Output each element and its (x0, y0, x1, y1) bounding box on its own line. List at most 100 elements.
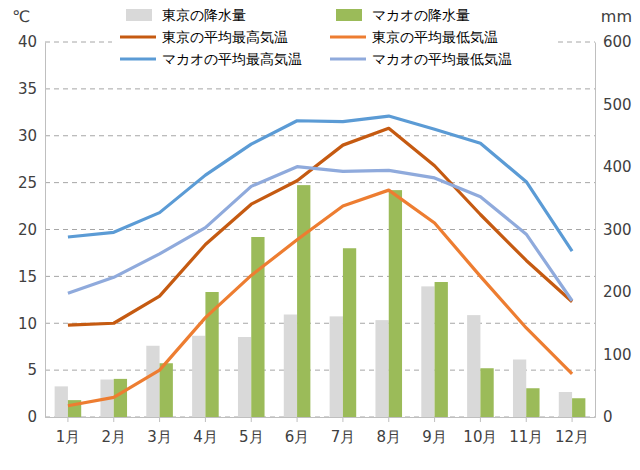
tick-mark (251, 417, 252, 422)
bar (160, 363, 173, 417)
legend-swatch (120, 57, 156, 60)
tick: 5月 (239, 417, 264, 446)
axis-line (45, 43, 46, 418)
chart: 1月2月3月4月5月6月7月8月9月10月11月12月0510152025303… (0, 0, 640, 470)
legend-label: 東京の平均最高気温 (162, 29, 288, 45)
bar (513, 360, 526, 418)
tick: 15 (18, 268, 45, 286)
tick-label: 35 (18, 80, 37, 98)
tick-label: 10 (18, 315, 37, 333)
bar (389, 190, 402, 417)
bar (559, 392, 572, 417)
y2-axis: 0100200300400500600 (595, 33, 632, 426)
grid-line (45, 323, 595, 324)
bar (55, 386, 68, 417)
legend-swatch (330, 35, 366, 38)
axis-line (595, 43, 596, 418)
legend-label: マカオの降水量 (372, 7, 470, 23)
legend: 東京の降水量 マカオの降水量東京の平均最高気温 東京の平均最低気温マカオの平均最高気… (112, 4, 558, 70)
grid-line (45, 370, 595, 371)
tick-mark (480, 417, 481, 422)
tick: 0 (27, 408, 45, 426)
tick-label: 12月 (555, 428, 589, 446)
grid-line (45, 135, 595, 136)
tick-mark (113, 417, 114, 422)
tick-label: 0 (603, 408, 613, 426)
tick: 400 (595, 158, 632, 176)
tick-mark (434, 417, 435, 422)
grid-line (45, 88, 595, 89)
tick-label: 100 (603, 346, 632, 364)
legend-label: 東京の平均最低気温 (372, 29, 498, 45)
tick-label: 500 (603, 96, 632, 114)
tick-mark (342, 417, 343, 422)
tick-label: 200 (603, 283, 632, 301)
line (68, 116, 572, 251)
tick: 3月 (147, 417, 172, 446)
tick: 500 (595, 96, 632, 114)
tick-label: 20 (18, 221, 37, 239)
bar (467, 315, 480, 417)
tick: 12月 (555, 417, 589, 446)
y2-axis-title: mm (601, 7, 632, 26)
tick: 0 (595, 408, 613, 426)
tick-label: 30 (18, 127, 37, 145)
tick: 7月 (331, 417, 356, 446)
tick-label: 1月 (56, 428, 81, 446)
tick-label: 3月 (147, 428, 172, 446)
tick: 40 (18, 33, 45, 51)
tick: 11月 (509, 417, 543, 446)
grid-line (45, 417, 595, 418)
y-axis: 0 5 10 15 20 25 30 35 40 (18, 33, 46, 426)
legend-label: 東京の降水量 (162, 7, 246, 23)
tick-mark (159, 417, 160, 422)
tick-mark (388, 417, 389, 422)
tick: 35 (18, 80, 45, 98)
bar (297, 185, 310, 417)
plot-area (55, 116, 586, 417)
tick-label: 15 (18, 268, 37, 286)
tick: 5 (27, 361, 45, 379)
grid (45, 42, 595, 417)
bar (572, 398, 585, 417)
legend-swatch (120, 35, 156, 38)
line (68, 190, 572, 406)
legend-background (112, 4, 558, 70)
tick-label: 4月 (193, 428, 218, 446)
tick-label: 0 (27, 408, 37, 426)
tick: 4月 (193, 417, 218, 446)
legend-label: マカオの平均最低気温 (372, 51, 512, 67)
tick-label: 25 (18, 174, 37, 192)
tick-label: 40 (18, 33, 37, 51)
tick: 20 (18, 221, 45, 239)
bar-series (55, 286, 572, 417)
tick-label: 5 (27, 361, 37, 379)
axis-line (46, 417, 596, 418)
tick: 1月 (56, 417, 81, 446)
tick: 600 (595, 33, 632, 51)
line (68, 167, 572, 301)
bar (343, 248, 356, 417)
tick-mark (205, 417, 206, 422)
tick-label: 7月 (331, 428, 356, 446)
bar (526, 388, 539, 417)
bar (421, 286, 434, 417)
tick-label: 2月 (101, 428, 126, 446)
tick: 25 (18, 174, 45, 192)
tick: 9月 (422, 417, 447, 446)
tick-label: 11月 (509, 428, 543, 446)
bar (238, 337, 251, 417)
legend-label: マカオの平均最高気温 (162, 51, 302, 67)
grid-line (45, 229, 595, 230)
grid-line (45, 182, 595, 183)
x-axis: 1月2月3月4月5月6月7月8月9月10月11月12月 (46, 417, 596, 446)
tick-mark (526, 417, 527, 422)
tick: 30 (18, 127, 45, 145)
y-axis-title: ℃ (12, 7, 30, 26)
legend-swatch (336, 9, 362, 21)
tick-label: 6月 (285, 428, 310, 446)
tick: 2月 (101, 417, 126, 446)
tick-label: 5月 (239, 428, 264, 446)
bar (251, 237, 264, 417)
legend-swatch (330, 57, 366, 60)
